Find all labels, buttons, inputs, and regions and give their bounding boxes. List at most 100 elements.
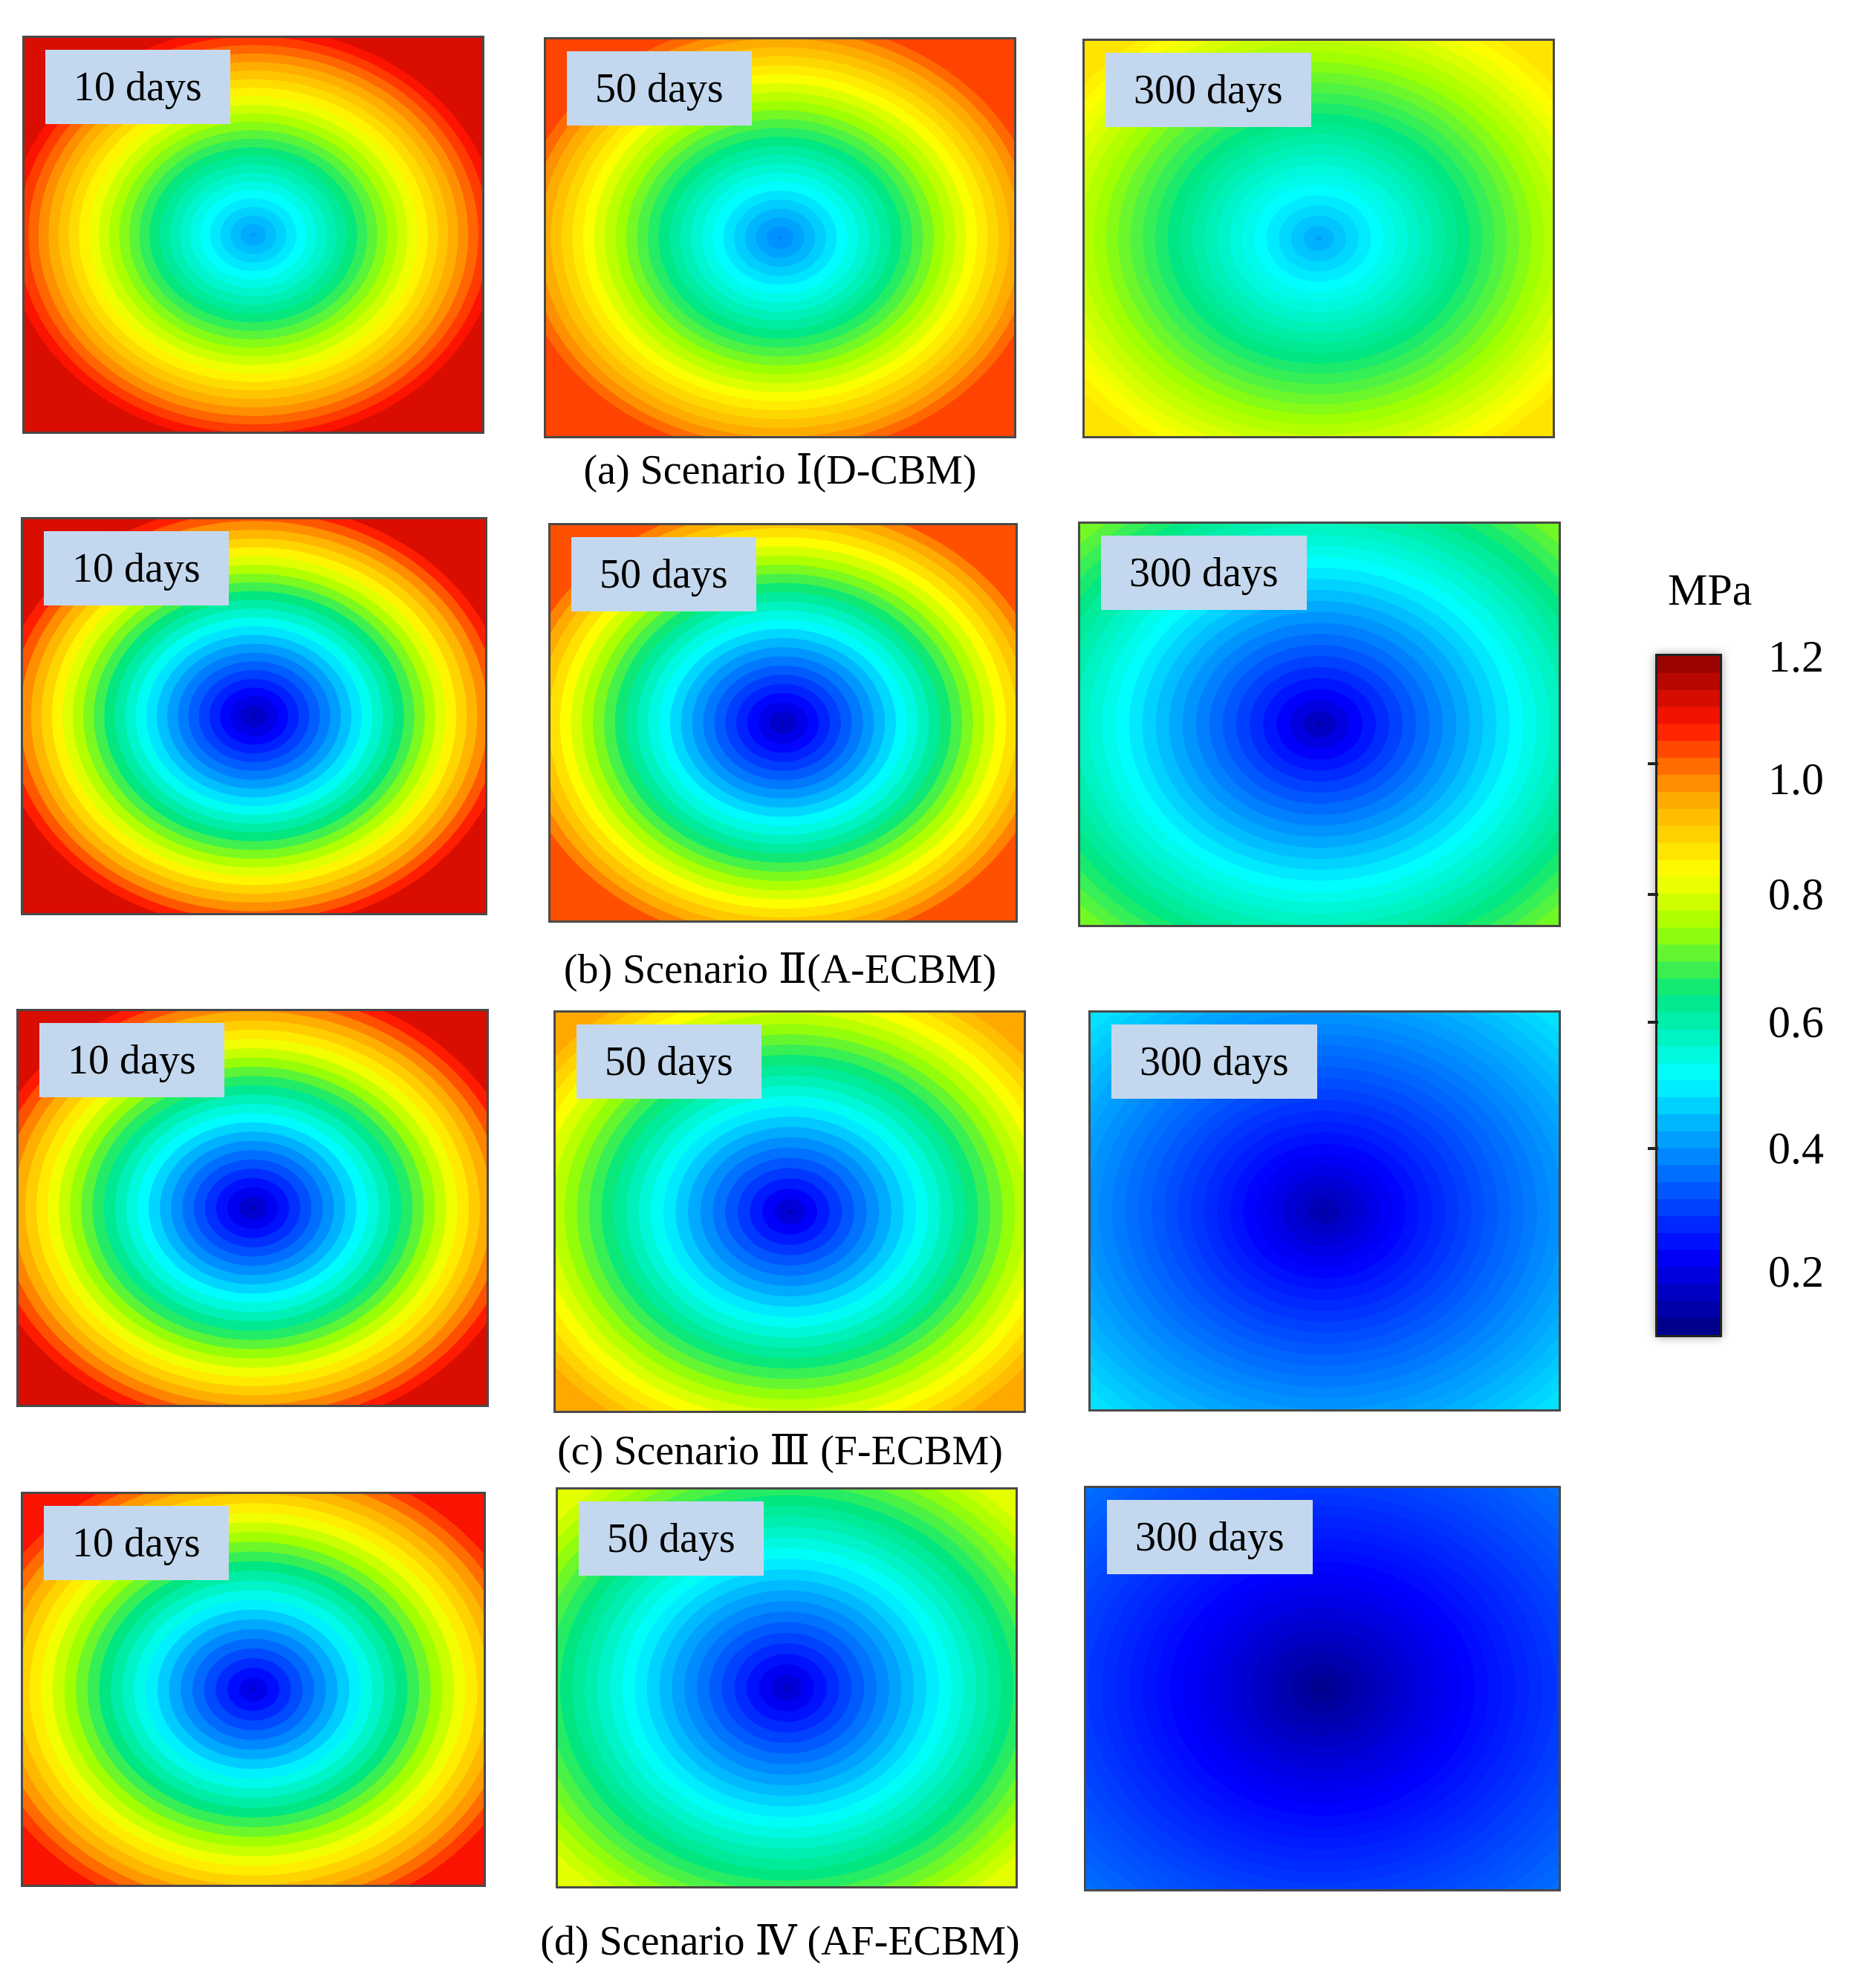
colorbar-band xyxy=(1657,741,1720,759)
colorbar-band xyxy=(1657,1131,1720,1149)
colorbar-tick: 0.8 xyxy=(1768,870,1824,919)
contour-band xyxy=(787,1209,793,1215)
colorbar-band xyxy=(1657,1097,1720,1115)
colorbar-band xyxy=(1657,1250,1720,1268)
colorbar-band xyxy=(1657,944,1720,963)
heatmap-d-300: 300 days xyxy=(1084,1486,1561,1891)
colorbar-band xyxy=(1657,1012,1720,1030)
colorbar-band xyxy=(1657,1148,1720,1166)
heatmap-a-10-field xyxy=(25,38,482,432)
time-label: 50 days xyxy=(571,537,756,611)
contour-band xyxy=(250,1686,256,1692)
contour-band xyxy=(251,713,257,719)
time-label: 300 days xyxy=(1105,53,1311,127)
contour-band xyxy=(1316,235,1322,241)
time-label: 50 days xyxy=(577,1024,761,1099)
time-label: 10 days xyxy=(39,1023,224,1097)
contour-band xyxy=(777,235,783,241)
heatmap-a-50: 50 days xyxy=(544,37,1016,438)
contour-band xyxy=(784,1685,790,1691)
caption-d: (d) Scenario Ⅳ (AF-ECBM) xyxy=(540,1918,1020,1964)
time-label: 50 days xyxy=(567,51,752,126)
colorbar-band xyxy=(1657,1182,1720,1201)
colorbar-band xyxy=(1657,791,1720,810)
colorbar xyxy=(1655,654,1722,1337)
colorbar-tick: 1.2 xyxy=(1768,632,1824,681)
colorbar-band xyxy=(1657,689,1720,708)
caption-b: (b) Scenario Ⅱ(A-ECBM) xyxy=(563,946,997,993)
colorbar-tick: 0.4 xyxy=(1768,1124,1824,1173)
heatmap-d-50: 50 days xyxy=(556,1487,1018,1888)
colorbar-band xyxy=(1657,893,1720,912)
colorbar-band xyxy=(1657,758,1720,776)
colorbar-tickmark xyxy=(1648,1147,1658,1150)
contour-band xyxy=(250,232,256,238)
colorbar-band xyxy=(1657,860,1720,877)
colorbar-band xyxy=(1657,1165,1720,1183)
colorbar-band xyxy=(1657,706,1720,725)
heatmap-b-300: 300 days xyxy=(1078,522,1561,927)
colorbar-band xyxy=(1657,1046,1720,1065)
heatmap-b-10-field xyxy=(23,519,485,913)
colorbar-unit: MPa xyxy=(1668,565,1753,614)
colorbar-band xyxy=(1657,1232,1720,1251)
colorbar-band xyxy=(1657,1199,1720,1217)
heatmap-d-10-field xyxy=(23,1494,484,1885)
heatmap-d-300-field xyxy=(1086,1488,1559,1889)
heatmap-d-10: 10 days xyxy=(21,1492,486,1887)
colorbar-band xyxy=(1657,1318,1720,1335)
time-label: 10 days xyxy=(45,50,230,124)
heatmap-b-50-field xyxy=(550,525,1016,920)
time-label: 10 days xyxy=(44,1506,229,1580)
heatmap-c-50: 50 days xyxy=(553,1010,1026,1413)
caption-c: (c) Scenario Ⅲ (F-ECBM) xyxy=(557,1428,1003,1474)
heatmap-c-300: 300 days xyxy=(1088,1010,1561,1412)
colorbar-tickmark xyxy=(1648,1021,1658,1024)
caption-a: (a) Scenario Ⅰ(D-CBM) xyxy=(583,447,977,493)
heatmap-a-300: 300 days xyxy=(1082,39,1555,438)
heatmap-a-300-field xyxy=(1085,41,1553,436)
colorbar-tick: 0.2 xyxy=(1768,1247,1824,1296)
colorbar-tick: 0.6 xyxy=(1768,998,1824,1047)
colorbar-tickmark xyxy=(1648,762,1658,765)
colorbar-band xyxy=(1657,1301,1720,1319)
colorbar-band xyxy=(1657,672,1720,691)
colorbar-band xyxy=(1657,995,1720,1013)
time-label: 300 days xyxy=(1107,1500,1313,1574)
time-label: 50 days xyxy=(579,1501,764,1576)
heatmap-c-10-field xyxy=(19,1011,487,1405)
colorbar-band xyxy=(1657,1063,1720,1082)
time-label: 10 days xyxy=(44,531,229,605)
time-label: 300 days xyxy=(1111,1024,1317,1099)
colorbar-band xyxy=(1657,1216,1720,1234)
colorbar-gradient xyxy=(1657,656,1720,1335)
colorbar-band xyxy=(1657,1114,1720,1132)
colorbar-tickmark xyxy=(1648,893,1658,896)
colorbar-band xyxy=(1657,724,1720,742)
colorbar-band xyxy=(1657,1080,1720,1099)
contour-band xyxy=(1316,721,1322,727)
colorbar-band xyxy=(1657,978,1720,996)
colorbar-band xyxy=(1657,877,1720,894)
colorbar-band xyxy=(1657,774,1720,793)
heatmap-d-50-field xyxy=(558,1490,1016,1886)
colorbar-band xyxy=(1657,808,1720,827)
contour-band xyxy=(780,720,786,726)
time-label: 300 days xyxy=(1101,536,1307,610)
heatmap-b-50: 50 days xyxy=(548,523,1018,923)
heatmap-c-300-field xyxy=(1091,1013,1559,1409)
heatmap-c-10: 10 days xyxy=(16,1009,489,1407)
colorbar-band xyxy=(1657,927,1720,946)
colorbar-band xyxy=(1657,1284,1720,1302)
colorbar-band xyxy=(1657,1029,1720,1047)
colorbar-band xyxy=(1657,910,1720,929)
colorbar-band xyxy=(1657,842,1720,861)
colorbar-band xyxy=(1657,656,1720,674)
colorbar-band xyxy=(1657,825,1720,844)
colorbar-band xyxy=(1657,1267,1720,1285)
heatmap-a-10: 10 days xyxy=(22,36,484,434)
contour-band xyxy=(1322,1208,1328,1214)
heatmap-b-300-field xyxy=(1080,524,1559,925)
colorbar-tick: 1.0 xyxy=(1768,755,1824,804)
heatmap-c-50-field xyxy=(556,1013,1024,1411)
